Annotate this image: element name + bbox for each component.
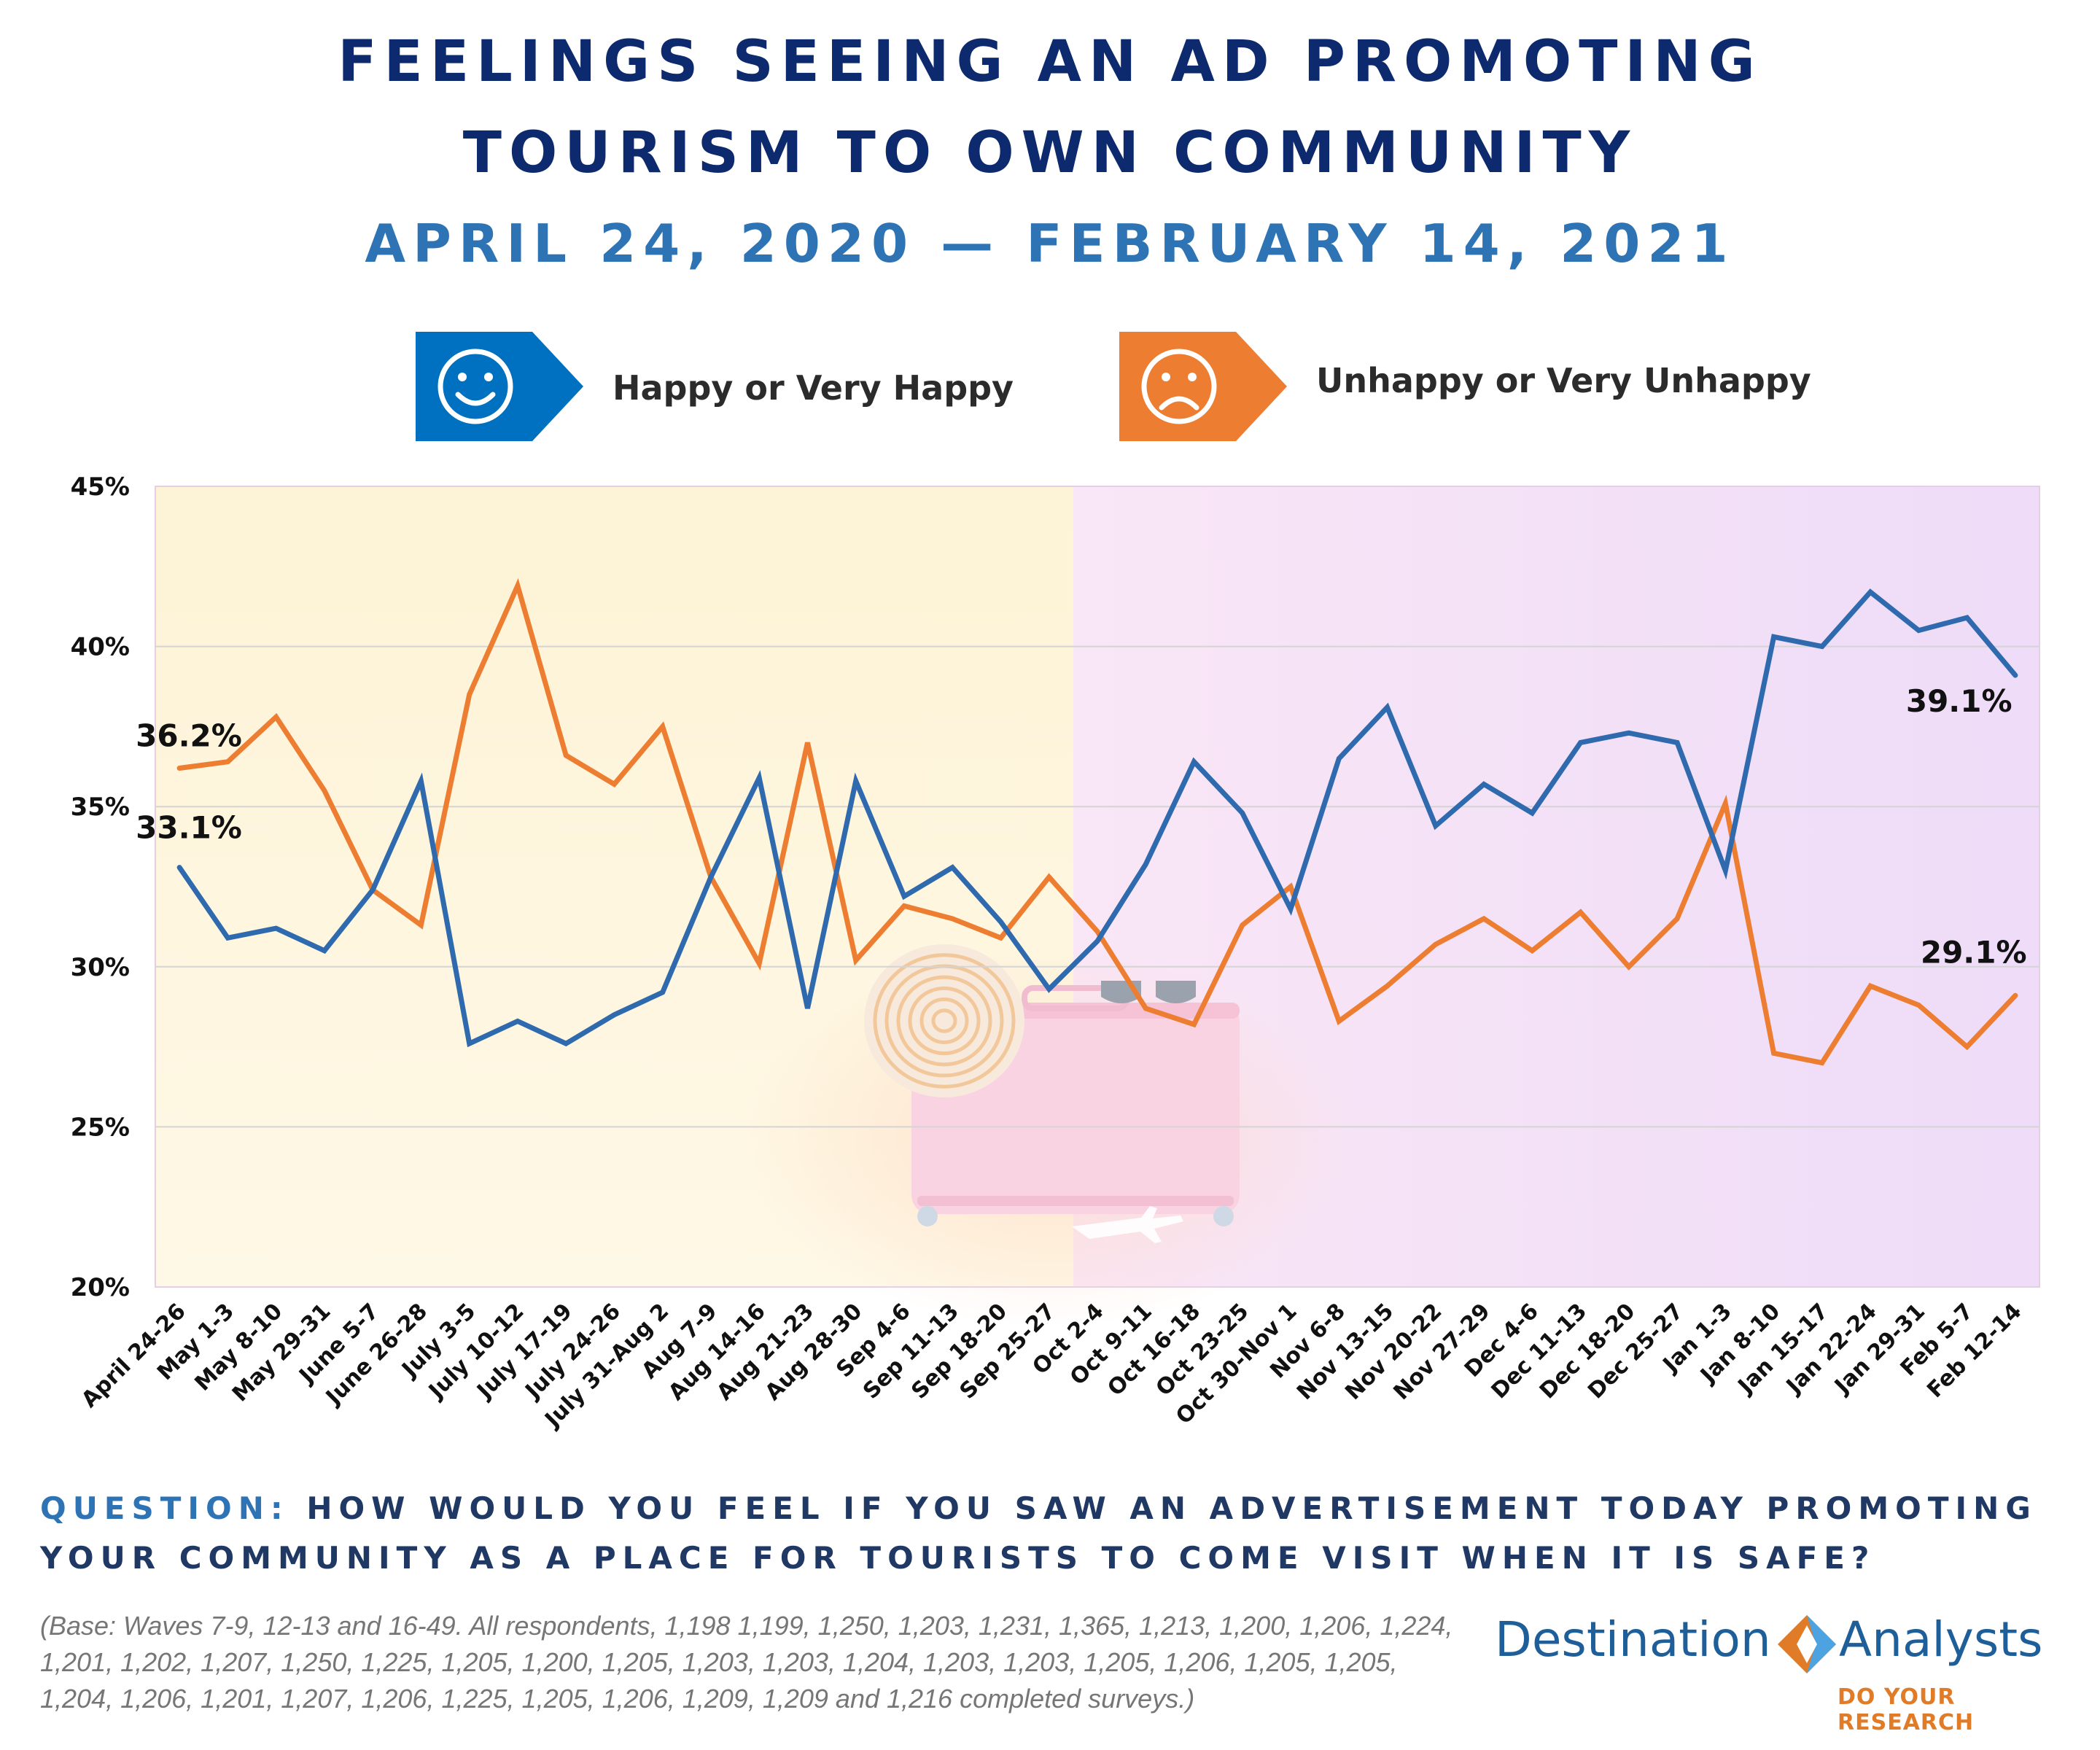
logo-word-destination: Destination <box>1495 1611 1771 1668</box>
legend-happy-marker <box>416 332 583 441</box>
logo-diamond-icon <box>1778 1615 1836 1673</box>
chart-title-line-2: TOURISM TO OWN COMMUNITY <box>462 120 1638 186</box>
logo-tagline: DO YOUR RESEARCH <box>1838 1684 1975 1735</box>
legend-happy-label: Happy or Very Happy <box>612 368 1014 408</box>
destination-analysts-logo: Destination Analysts DO YOUR RESEARCH <box>1495 1611 2071 1735</box>
chart-title-line-1: FEELINGS SEEING AN AD PROMOTING <box>338 29 1762 95</box>
airplane <box>1072 1206 1183 1243</box>
data-label: 33.1% <box>136 810 242 846</box>
y-tick-label: 25% <box>71 1113 130 1142</box>
y-tick-label: 20% <box>71 1273 130 1302</box>
series-line-happy <box>176 588 2018 1048</box>
y-tick-label: 40% <box>71 633 130 662</box>
sad-face-icon <box>1141 349 1217 424</box>
series-line-unhappy <box>176 578 2018 1066</box>
smiley-face-icon <box>438 349 513 424</box>
data-label: 29.1% <box>1921 934 2027 970</box>
survey-question: QUESTION: HOW WOULD YOU FEEL IF YOU SAW … <box>40 1484 2067 1583</box>
base-note: (Base: Waves 7-9, 12-13 and 16-49. All r… <box>40 1611 1453 1714</box>
question-text: HOW WOULD YOU FEEL IF YOU SAW AN ADVERTI… <box>40 1490 2037 1576</box>
data-label: 39.1% <box>1906 683 2012 719</box>
sunglasses <box>1101 981 1196 1003</box>
y-tick-label: 30% <box>71 953 130 982</box>
suitcase-illustration <box>744 944 1356 1327</box>
y-tick-label: 35% <box>71 793 130 822</box>
data-label: 36.2% <box>136 718 242 753</box>
legend-unhappy-marker <box>1119 332 1287 441</box>
logo-word-analysts: Analysts <box>1839 1611 2043 1668</box>
chart-subtitle-date-range: APRIL 24, 2020 — FEBRUARY 14, 2021 <box>365 213 1735 274</box>
question-label: QUESTION: <box>40 1490 289 1526</box>
legend-unhappy-label: Unhappy or Very Unhappy <box>1316 361 1811 400</box>
y-tick-label: 45% <box>71 472 130 502</box>
